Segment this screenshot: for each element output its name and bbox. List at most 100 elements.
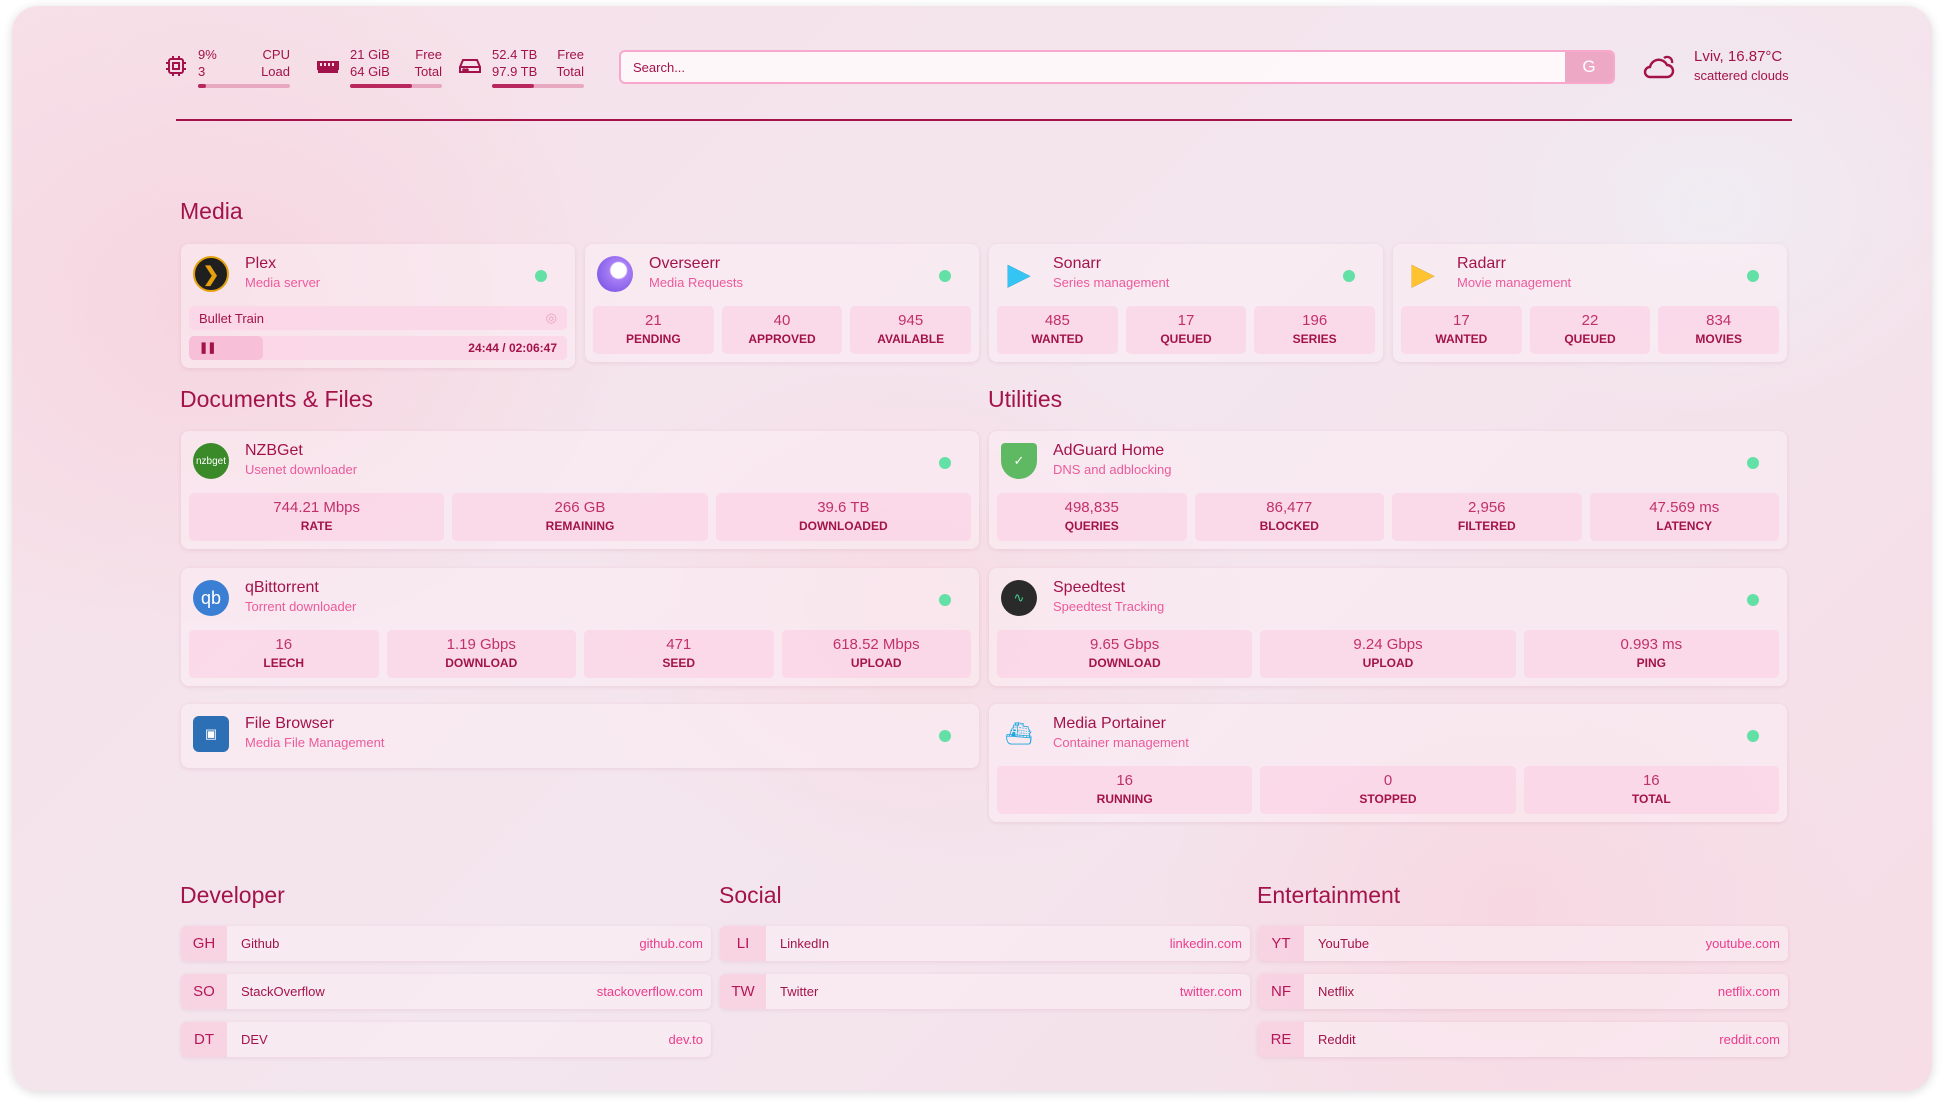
stat-value: 471 — [666, 636, 692, 653]
bookmark-group-title: Entertainment — [1257, 882, 1401, 908]
file-browser-card[interactable]: ▣ File Browser Media File Management — [181, 704, 979, 768]
stat-block: 0 STOPPED — [1260, 766, 1516, 814]
service-description: Media server — [245, 275, 321, 290]
stat-block: 0.993 ms PING — [1523, 630, 1779, 678]
adguard-home-card[interactable]: ✓ AdGuard Home DNS and adblocking 498,835 QU… — [989, 431, 1787, 549]
stat-value: 498,835 — [1064, 499, 1119, 516]
plex-card[interactable]: ❯ Plex Media server Bullet Train ◎ ❚❚ 24:44 / … — [181, 244, 575, 368]
overseerr-card[interactable]: Overseerr Media Requests 21 PENDING 40 APPROV… — [585, 244, 979, 362]
qbittorrent-card[interactable]: qb qBittorrent Torrent downloader 16 LEECH 1.… — [181, 568, 979, 686]
stat-block: 17 QUEUED — [1125, 306, 1247, 354]
search-bar: G — [619, 50, 1615, 84]
stat-block: 22 QUEUED — [1529, 306, 1651, 354]
stat-value: 40 — [773, 312, 791, 329]
playback-time: 24:44 / 02:06:47 — [468, 341, 557, 355]
service-name[interactable]: NZBGet — [245, 442, 303, 459]
stream-settings-icon[interactable]: ◎ — [545, 310, 557, 325]
stats-row: 21 PENDING 40 APPROVED 945 AVAILABLE — [593, 306, 972, 354]
now-playing-title: Bullet Train — [199, 310, 265, 326]
stat-value: 47.569 ms — [1649, 499, 1720, 516]
plex-icon: ❯ — [193, 256, 229, 292]
search-input[interactable] — [621, 59, 1565, 75]
stat-block: 744.21 Mbps RATE — [189, 493, 445, 541]
playback-progress[interactable]: ❚❚ 24:44 / 02:06:47 — [189, 336, 567, 360]
bookmark-dev[interactable]: DT DEV dev.to — [181, 1022, 711, 1057]
free-label: Free — [557, 47, 584, 62]
stat-value: 2,956 — [1467, 499, 1506, 516]
status-indicator — [939, 457, 951, 469]
service-description: DNS and adblocking — [1053, 462, 1172, 477]
stat-value: 22 — [1581, 312, 1599, 329]
stat-value: 744.21 Mbps — [273, 499, 361, 516]
stat-value: 945 — [898, 312, 924, 329]
service-name[interactable]: Sonarr — [1053, 255, 1102, 272]
stat-block: 9.65 Gbps DOWNLOAD — [997, 630, 1253, 678]
service-name[interactable]: qBittorrent — [245, 579, 319, 596]
memory-free: 21 GiB — [350, 47, 390, 62]
adguard-icon: ✓ — [1001, 443, 1037, 479]
sonarr-card[interactable]: ▶ Sonarr Series management 485 WANTED 17 QUEUE… — [989, 244, 1383, 362]
stat-block: 16 RUNNING — [997, 766, 1253, 814]
stat-label: PENDING — [625, 332, 681, 346]
stat-label: SEED — [662, 656, 696, 670]
service-description: Movie management — [1457, 275, 1572, 290]
status-indicator — [1747, 270, 1759, 282]
sonarr-icon: ▶ — [1007, 257, 1031, 291]
search-engine-button[interactable]: G — [1565, 52, 1613, 82]
card-header: ❯ Plex Media server — [189, 254, 567, 300]
speedtest-card[interactable]: ∿ Speedtest Speedtest Tracking 9.65 Gbps DOW… — [989, 568, 1787, 686]
cpu-icon — [166, 56, 186, 76]
cpu-value: 9% — [198, 47, 217, 62]
bookmark-name: Github — [241, 936, 280, 951]
service-name[interactable]: Overseerr — [649, 255, 721, 272]
weather-widget[interactable]: Lviv, 16.87°C scattered clouds — [1642, 48, 1789, 83]
bookmark-url: linkedin.com — [1169, 936, 1242, 951]
stat-label: WANTED — [1031, 332, 1084, 346]
bookmark-netflix[interactable]: NF Netflix netflix.com — [1258, 974, 1788, 1009]
stat-label: BLOCKED — [1259, 519, 1319, 533]
cpu-load: 3 — [198, 64, 206, 79]
bookmark-url: dev.to — [668, 1032, 703, 1047]
service-name[interactable]: Plex — [245, 255, 277, 272]
service-name[interactable]: Speedtest — [1053, 579, 1126, 596]
radarr-card[interactable]: ▶ Radarr Movie management 17 WANTED 22 QUEUED 8… — [1393, 244, 1787, 362]
bookmark-name: DEV — [241, 1032, 268, 1047]
nzbget-card[interactable]: nzbget NZBGet Usenet downloader 744.21 Mbps… — [181, 431, 979, 549]
service-description: Usenet downloader — [245, 462, 358, 477]
bookmark-github[interactable]: GH Github github.com — [181, 926, 711, 961]
media-portainer-card[interactable]: ⛴ Media Portainer Container management 16 RU… — [989, 704, 1787, 822]
stat-label: PING — [1636, 656, 1666, 670]
stat-value: 17 — [1177, 312, 1195, 329]
stat-block: 471 SEED — [584, 630, 774, 678]
bookmark-linkedin[interactable]: LI LinkedIn linkedin.com — [720, 926, 1250, 961]
service-name[interactable]: File Browser — [245, 715, 334, 732]
service-name[interactable]: Radarr — [1457, 255, 1506, 272]
card-header: ∿ Speedtest Speedtest Tracking — [997, 578, 1779, 624]
bookmark-stackoverflow[interactable]: SO StackOverflow stackoverflow.com — [181, 974, 711, 1009]
stat-value: 485 — [1044, 312, 1070, 329]
card-header: ▶ Sonarr Series management — [997, 254, 1375, 300]
service-name[interactable]: AdGuard Home — [1053, 442, 1165, 459]
bookmark-url: stackoverflow.com — [596, 984, 703, 999]
load-label: Load — [261, 64, 290, 79]
stat-block: 17 WANTED — [1401, 306, 1522, 354]
card-header: ▶ Radarr Movie management — [1401, 254, 1779, 300]
stat-label: LEECH — [263, 656, 305, 670]
stat-label: SERIES — [1292, 332, 1337, 346]
bookmark-youtube[interactable]: YT YouTube youtube.com — [1258, 926, 1788, 961]
stat-label: REMAINING — [545, 519, 615, 533]
nzbget-icon: nzbget — [193, 443, 229, 479]
status-indicator — [535, 270, 547, 282]
bookmark-name: YouTube — [1318, 936, 1370, 951]
service-name[interactable]: Media Portainer — [1053, 715, 1166, 732]
bookmark-twitter[interactable]: TW Twitter twitter.com — [720, 974, 1250, 1009]
now-playing[interactable]: Bullet Train ◎ — [189, 306, 567, 330]
stat-value: 39.6 TB — [817, 499, 870, 516]
stats-row: 9.65 Gbps DOWNLOAD 9.24 Gbps UPLOAD 0.993 ms… — [997, 630, 1779, 678]
stat-block: 21 PENDING — [593, 306, 714, 354]
disk-total: 97.9 TB — [492, 64, 538, 79]
bookmark-reddit[interactable]: RE Reddit reddit.com — [1258, 1022, 1788, 1057]
stat-label: UPLOAD — [1362, 656, 1414, 670]
pause-icon[interactable]: ❚❚ — [199, 342, 216, 354]
bookmark-url: github.com — [639, 936, 703, 951]
